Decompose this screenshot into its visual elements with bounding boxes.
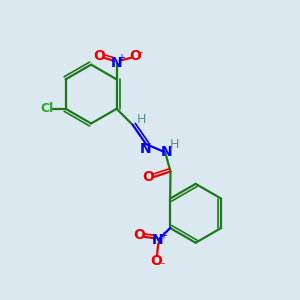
Text: N: N — [161, 145, 172, 159]
Text: O: O — [150, 254, 162, 268]
Text: -: - — [161, 258, 165, 268]
Text: -: - — [139, 47, 143, 57]
Text: N: N — [140, 142, 152, 156]
Text: N: N — [152, 233, 164, 248]
Text: O: O — [93, 50, 105, 63]
Text: H: H — [170, 139, 179, 152]
Text: O: O — [133, 228, 145, 242]
Text: N: N — [111, 56, 122, 70]
Text: Cl: Cl — [40, 102, 54, 115]
Text: +: + — [159, 231, 167, 241]
Text: O: O — [142, 170, 154, 184]
Text: H: H — [136, 113, 146, 126]
Text: O: O — [130, 50, 141, 63]
Text: +: + — [117, 53, 125, 63]
